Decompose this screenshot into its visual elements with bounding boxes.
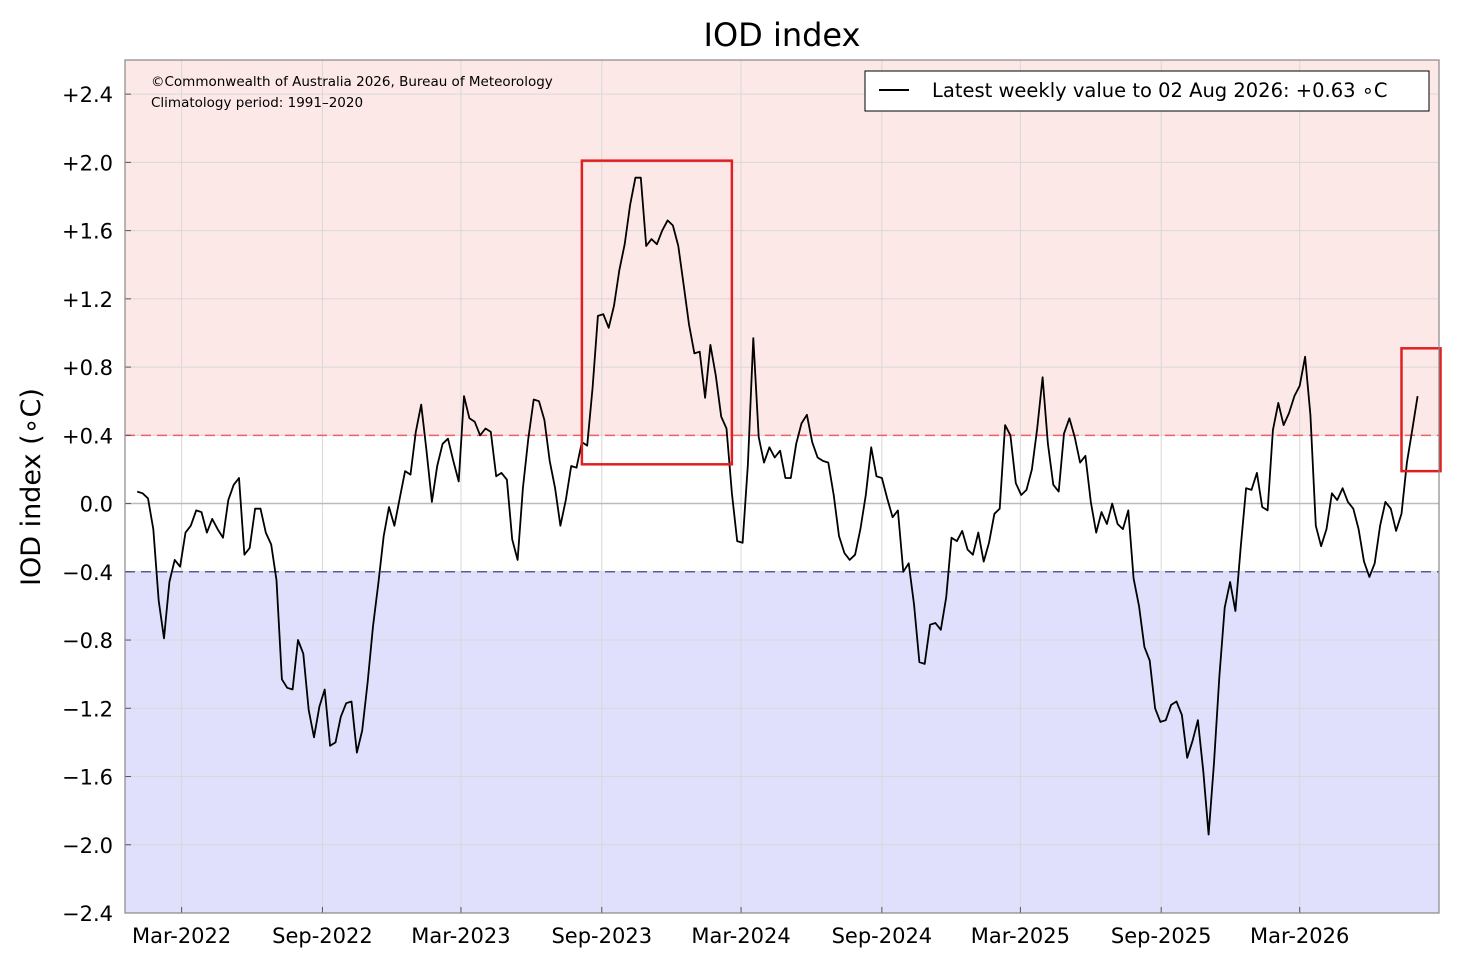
- y-tick-label: −2.4: [62, 902, 113, 926]
- copyright-note: ©Commonwealth of Australia 2026, Bureau …: [151, 74, 553, 90]
- y-tick-label: −2.0: [62, 834, 113, 858]
- x-tick-label: Mar-2024: [691, 924, 790, 948]
- x-tick-label: Sep-2024: [832, 924, 933, 948]
- x-tick-label: Sep-2025: [1111, 924, 1212, 948]
- y-tick-label: +0.8: [62, 356, 113, 380]
- iod-weekly-line: [136, 176, 1419, 836]
- positive-iod-zone: [125, 60, 1439, 436]
- y-axis-label: IOD index (∘C): [16, 388, 47, 586]
- x-tick-label: Mar-2023: [411, 924, 510, 948]
- x-tick-label: Mar-2025: [971, 924, 1070, 948]
- highlight-boxes: [580, 159, 1442, 473]
- y-tick-label: +2.0: [62, 151, 113, 175]
- highlight-box: [1400, 347, 1442, 473]
- x-tick-label: Sep-2022: [272, 924, 373, 948]
- x-tick-label: Mar-2026: [1250, 924, 1349, 948]
- x-tick-label: Sep-2023: [551, 924, 652, 948]
- plot-frame: [124, 59, 1440, 914]
- y-tick-label: −0.8: [62, 629, 113, 653]
- climatology-note: Climatology period: 1991–2020: [151, 95, 363, 111]
- negative-iod-zone: [125, 571, 1439, 913]
- legend: Latest weekly value to 02 Aug 2026: +0.6…: [864, 70, 1430, 112]
- y-tick-label: 0.0: [80, 493, 113, 517]
- highlight-box: [580, 159, 734, 466]
- reference-lines: [125, 434, 1439, 573]
- legend-frame: [864, 70, 1430, 112]
- y-tick-label: −1.2: [62, 697, 113, 721]
- y-tick-label: −1.6: [62, 766, 113, 790]
- series-layer: [136, 176, 1419, 836]
- y-tick-label: −0.4: [62, 561, 113, 585]
- axes-layer: +2.4 +2.0 +1.6 +1.2 +0.8 +0.4 0.0 −0.4 −0.8 −1.2 −…: [62, 59, 1440, 948]
- x-tick-label: Mar-2022: [132, 924, 231, 948]
- chart-title: IOD index: [704, 16, 861, 54]
- legend-label: Latest weekly value to 02 Aug 2026: +0.6…: [932, 79, 1388, 102]
- y-tick-label: +1.2: [62, 288, 113, 312]
- y-tick-label: +2.4: [62, 83, 113, 107]
- y-tick-label: +1.6: [62, 220, 113, 244]
- y-tick-label: +0.4: [62, 424, 113, 448]
- zones-layer: [125, 60, 1439, 913]
